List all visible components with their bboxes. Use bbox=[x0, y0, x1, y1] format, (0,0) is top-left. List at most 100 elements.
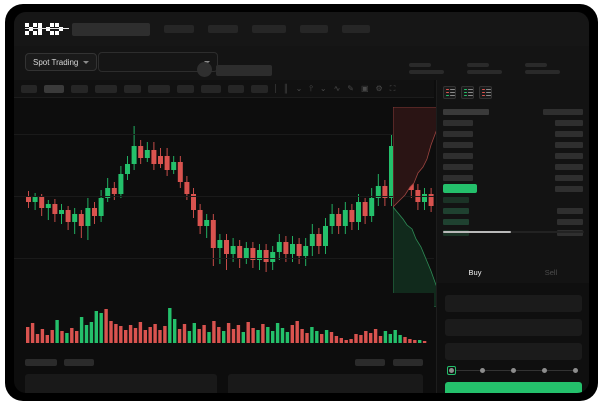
bottom-tab-2[interactable] bbox=[64, 359, 94, 366]
timeframe-5[interactable] bbox=[124, 84, 141, 93]
fullscreen-icon[interactable]: ⛶ bbox=[389, 83, 396, 93]
camera-icon[interactable]: ▣ bbox=[360, 83, 369, 93]
order-book-row[interactable] bbox=[437, 183, 589, 194]
order-book-amount bbox=[555, 120, 583, 126]
timeframe-2[interactable] bbox=[44, 84, 64, 93]
bottom-tab-3[interactable] bbox=[355, 359, 385, 366]
order-book-price bbox=[443, 175, 473, 181]
order-book-row[interactable] bbox=[437, 161, 589, 172]
place-buy-order-button[interactable] bbox=[445, 382, 582, 393]
price-candlestick-chart[interactable] bbox=[14, 98, 434, 293]
tab-sell[interactable]: Sell bbox=[513, 261, 589, 283]
bottom-panel-left[interactable] bbox=[25, 374, 217, 393]
timeframe-1[interactable] bbox=[21, 84, 37, 93]
timeframe-10[interactable] bbox=[251, 84, 268, 93]
order-book-price bbox=[443, 142, 473, 148]
order-book-row[interactable] bbox=[437, 194, 589, 205]
stat-block-3 bbox=[525, 63, 560, 74]
timeframe-6[interactable] bbox=[148, 84, 170, 93]
nav-item-2[interactable] bbox=[208, 25, 238, 33]
nav-item-1[interactable] bbox=[164, 25, 194, 33]
amount-percent-slider[interactable] bbox=[447, 366, 580, 375]
orderbook-view-bids-icon[interactable] bbox=[461, 86, 474, 99]
toolbar-divider bbox=[275, 84, 276, 93]
slider-dot-1[interactable] bbox=[449, 368, 454, 373]
order-book-price bbox=[443, 208, 469, 214]
order-book-row[interactable] bbox=[437, 106, 589, 117]
chart-toolbar: ║ ⌄ ⫯ ⌄ ∿ ✎ ▣ ⚙ ⛶ bbox=[14, 80, 434, 98]
order-field-amount[interactable] bbox=[445, 319, 582, 336]
order-book-price bbox=[443, 109, 489, 115]
pencil-icon[interactable]: ✎ bbox=[347, 83, 354, 93]
stat-label bbox=[467, 63, 489, 67]
order-field-price[interactable] bbox=[445, 295, 582, 312]
slider-dot-5[interactable] bbox=[573, 368, 578, 373]
timeframe-9[interactable] bbox=[228, 84, 244, 93]
chevron-down-icon[interactable]: ⌄ bbox=[319, 83, 327, 93]
tab-buy[interactable]: Buy bbox=[437, 261, 513, 283]
order-book-row[interactable] bbox=[437, 128, 589, 139]
market-type-label: Spot Trading bbox=[33, 57, 79, 67]
bottom-tab-1[interactable] bbox=[25, 359, 57, 366]
nav-item-5[interactable] bbox=[342, 25, 370, 33]
line-chart-icon[interactable]: ∿ bbox=[333, 83, 341, 93]
order-book-scrollbar[interactable] bbox=[443, 231, 584, 233]
avatar[interactable] bbox=[197, 62, 212, 77]
order-book-amount bbox=[555, 131, 583, 137]
order-book-row[interactable] bbox=[437, 205, 589, 216]
order-book-row[interactable] bbox=[437, 227, 589, 238]
bottom-panel-right[interactable] bbox=[228, 374, 423, 393]
order-book-price bbox=[443, 131, 473, 137]
stat-block-1 bbox=[409, 63, 444, 74]
app-screen: Spot Trading ║ ⌄ ⫯ ⌄ ∿ ✎ ▣ ⚙ ⛶ bbox=[14, 12, 589, 393]
candlestick-series bbox=[26, 126, 434, 272]
slider-dot-3[interactable] bbox=[511, 368, 516, 373]
order-book-price bbox=[443, 120, 473, 126]
bottom-tab-4[interactable] bbox=[393, 359, 423, 366]
orderbook-view-both-icon[interactable] bbox=[443, 86, 456, 99]
order-book-panel bbox=[436, 80, 589, 261]
order-book-best-price bbox=[443, 184, 477, 193]
order-book-row[interactable] bbox=[437, 172, 589, 183]
volume-series bbox=[26, 308, 427, 343]
order-book-price bbox=[443, 230, 469, 236]
order-field-total[interactable] bbox=[445, 343, 582, 360]
volume-chart bbox=[14, 293, 434, 355]
candlestick-icon[interactable]: ║ bbox=[283, 83, 289, 93]
order-book-row[interactable] bbox=[437, 216, 589, 227]
timeframe-8[interactable] bbox=[201, 84, 221, 93]
order-book-row[interactable] bbox=[437, 139, 589, 150]
timeframe-3[interactable] bbox=[71, 84, 88, 93]
slider-dot-4[interactable] bbox=[542, 368, 547, 373]
chart-gridline-3 bbox=[14, 258, 434, 259]
nav-item-3[interactable] bbox=[252, 25, 286, 33]
chevron-down-icon[interactable]: ⌄ bbox=[295, 83, 303, 93]
market-type-select[interactable]: Spot Trading bbox=[25, 53, 98, 71]
order-book-amount bbox=[555, 142, 583, 148]
order-book-row[interactable] bbox=[437, 150, 589, 161]
nav-primary-pill[interactable] bbox=[72, 22, 150, 36]
settings-icon[interactable]: ⚙ bbox=[375, 83, 383, 93]
orderbook-view-asks-icon[interactable] bbox=[479, 86, 492, 99]
timeframe-7[interactable] bbox=[177, 84, 194, 93]
order-book-amount bbox=[543, 109, 583, 115]
stat-value bbox=[525, 70, 560, 74]
sub-header: Spot Trading bbox=[14, 46, 589, 80]
indicator-icon[interactable]: ⫯ bbox=[309, 83, 313, 93]
chevron-down-icon bbox=[83, 60, 90, 64]
order-entry-form bbox=[436, 283, 589, 393]
stat-label bbox=[409, 63, 431, 67]
order-book-price bbox=[443, 153, 473, 159]
okx-logo[interactable] bbox=[25, 23, 63, 35]
slider-dot-2[interactable] bbox=[480, 368, 485, 373]
order-book-amount bbox=[555, 164, 583, 170]
timeframe-4[interactable] bbox=[95, 84, 117, 93]
chart-gridline-1 bbox=[14, 134, 434, 135]
order-book-rows bbox=[437, 106, 589, 238]
market-depth-overlay bbox=[393, 107, 441, 307]
nav-item-4[interactable] bbox=[300, 25, 328, 33]
order-book-row[interactable] bbox=[437, 117, 589, 128]
stat-block-2 bbox=[467, 63, 502, 74]
order-book-price bbox=[443, 219, 469, 225]
order-book-price bbox=[443, 164, 473, 170]
